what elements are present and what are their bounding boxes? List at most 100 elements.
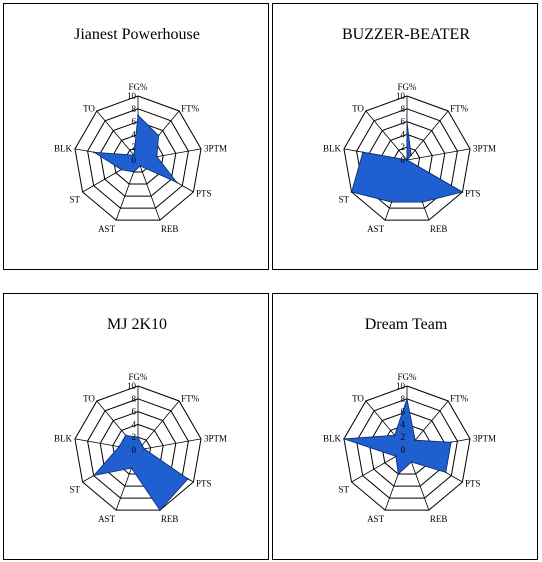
data-point-ft	[414, 439, 417, 442]
tick-label: 0	[401, 445, 406, 455]
tick-label: 6	[401, 117, 406, 127]
axis-label-3ptm: 3PTM	[473, 143, 496, 153]
axis-label-ft: FT%	[181, 394, 200, 404]
data-point-pts	[461, 191, 464, 193]
radar-panel-mj-2k10: MJ 2K10 0 2 4 6 8 10 FG% FT% 3PTM PTS REB AST ST BLK TO	[3, 293, 269, 560]
axis-label-blk: BLK	[54, 143, 73, 153]
grid-ring	[74, 385, 202, 511]
data-point-reb	[410, 461, 413, 463]
tick-label: 4	[132, 129, 137, 139]
axis-label-fg: FG%	[397, 82, 417, 92]
data-point-blk	[118, 445, 120, 448]
axis-label-blk: BLK	[323, 143, 342, 153]
chart-title: MJ 2K10	[107, 316, 167, 333]
axis-label-3ptm: 3PTM	[204, 433, 227, 443]
data-point-reb	[158, 509, 161, 512]
grid-ring	[356, 398, 458, 499]
grid-ring	[343, 95, 471, 221]
axis-spoke-to	[96, 110, 139, 161]
tick-label: 0	[132, 445, 137, 455]
axis-label-st: ST	[338, 195, 349, 205]
data-point-ast	[132, 171, 135, 173]
chart-title: Dream Team	[365, 316, 448, 333]
axis-label-pts: PTS	[465, 189, 481, 199]
data-point-ast	[397, 473, 400, 475]
data-point-3ptm	[450, 441, 453, 444]
tick-label: 6	[132, 407, 137, 417]
axis-label-reb: REB	[430, 514, 448, 524]
radar-panel-dream-team: Dream Team 0 2 4 6 8 10 FG% FT% 3PTM PTS REB AST ST BL…	[272, 293, 538, 560]
tick-label: 2	[401, 432, 406, 442]
data-point-fg	[406, 120, 408, 123]
axis-label-fg: FG%	[128, 82, 148, 92]
grid-ring	[343, 385, 471, 511]
axis-label-ft: FT%	[450, 394, 469, 404]
axis-spoke-ft	[406, 110, 449, 161]
tick-label: 6	[132, 117, 137, 127]
axis-label-ft: FT%	[181, 104, 200, 114]
tick-label: 4	[401, 419, 406, 429]
data-point-st	[92, 474, 95, 477]
data-point-ast	[390, 201, 393, 204]
tick-label: 8	[401, 104, 406, 114]
axis-label-reb: REB	[161, 224, 179, 234]
axis-label-to: TO	[352, 394, 364, 404]
tick-label: 2	[401, 142, 406, 152]
data-point-blk	[92, 151, 95, 154]
data-point-ast	[130, 467, 133, 469]
data-point-st	[120, 168, 123, 171]
data-point-st	[395, 455, 397, 458]
data-point-fg	[406, 397, 408, 400]
axis-spoke-reb	[137, 159, 161, 221]
data-point-pts	[186, 477, 189, 480]
data-area	[93, 114, 178, 183]
data-point-ft	[141, 444, 144, 446]
tick-label: 2	[132, 432, 137, 442]
grid-ring	[112, 133, 164, 185]
tick-label: 10	[396, 381, 406, 391]
data-area	[351, 121, 463, 203]
tick-label: 10	[127, 381, 137, 391]
axis-label-to: TO	[352, 104, 364, 114]
grid-ring	[99, 121, 177, 197]
data-area	[343, 398, 452, 475]
grid-ring	[87, 398, 189, 499]
data-point-reb	[139, 165, 142, 167]
grid-ring	[356, 108, 458, 209]
tick-label: 0	[132, 155, 137, 165]
data-point-ft	[157, 134, 160, 137]
data-point-3ptm	[143, 447, 146, 450]
axis-label-pts: PTS	[465, 479, 481, 489]
grid-ring	[74, 95, 202, 221]
data-point-3ptm	[156, 155, 158, 158]
tick-label: 8	[401, 394, 406, 404]
data-point-fg	[137, 114, 139, 117]
data-point-to	[132, 154, 135, 157]
data-point-pts	[444, 471, 447, 474]
chart-title: Jianest Powerhouse	[74, 26, 200, 43]
radar-panel-buzzer-beater: BUZZER-BEATER 0 2 4 6 8 10 FG% FT% 3PTM PTS REB AST S…	[272, 3, 538, 270]
data-point-blk	[343, 437, 345, 440]
axis-label-blk: BLK	[54, 433, 73, 443]
axis-label-pts: PTS	[196, 189, 212, 199]
data-area	[93, 434, 189, 511]
axis-label-st: ST	[69, 485, 80, 495]
tick-label: 10	[127, 91, 137, 101]
data-point-to	[406, 159, 408, 161]
axis-label-fg: FG%	[397, 372, 417, 382]
axis-label-pts: PTS	[196, 479, 212, 489]
axis-label-to: TO	[83, 394, 95, 404]
axis-label-ast: AST	[367, 224, 385, 234]
axis-label-3ptm: 3PTM	[204, 143, 227, 153]
radar-panel-jianest-powerhouse: Jianest Powerhouse 0 2 4 6 8 10 FG% FT% 3PTM PTS RE…	[3, 3, 269, 270]
axis-spoke-3ptm	[137, 438, 202, 451]
axis-label-ast: AST	[367, 514, 385, 524]
data-point-ft	[410, 154, 413, 157]
chart-title: BUZZER-BEATER	[342, 26, 470, 43]
tick-label: 4	[132, 419, 137, 429]
grid-ring	[99, 411, 177, 487]
data-point-to	[124, 434, 127, 437]
axis-spoke-ft	[137, 400, 180, 451]
